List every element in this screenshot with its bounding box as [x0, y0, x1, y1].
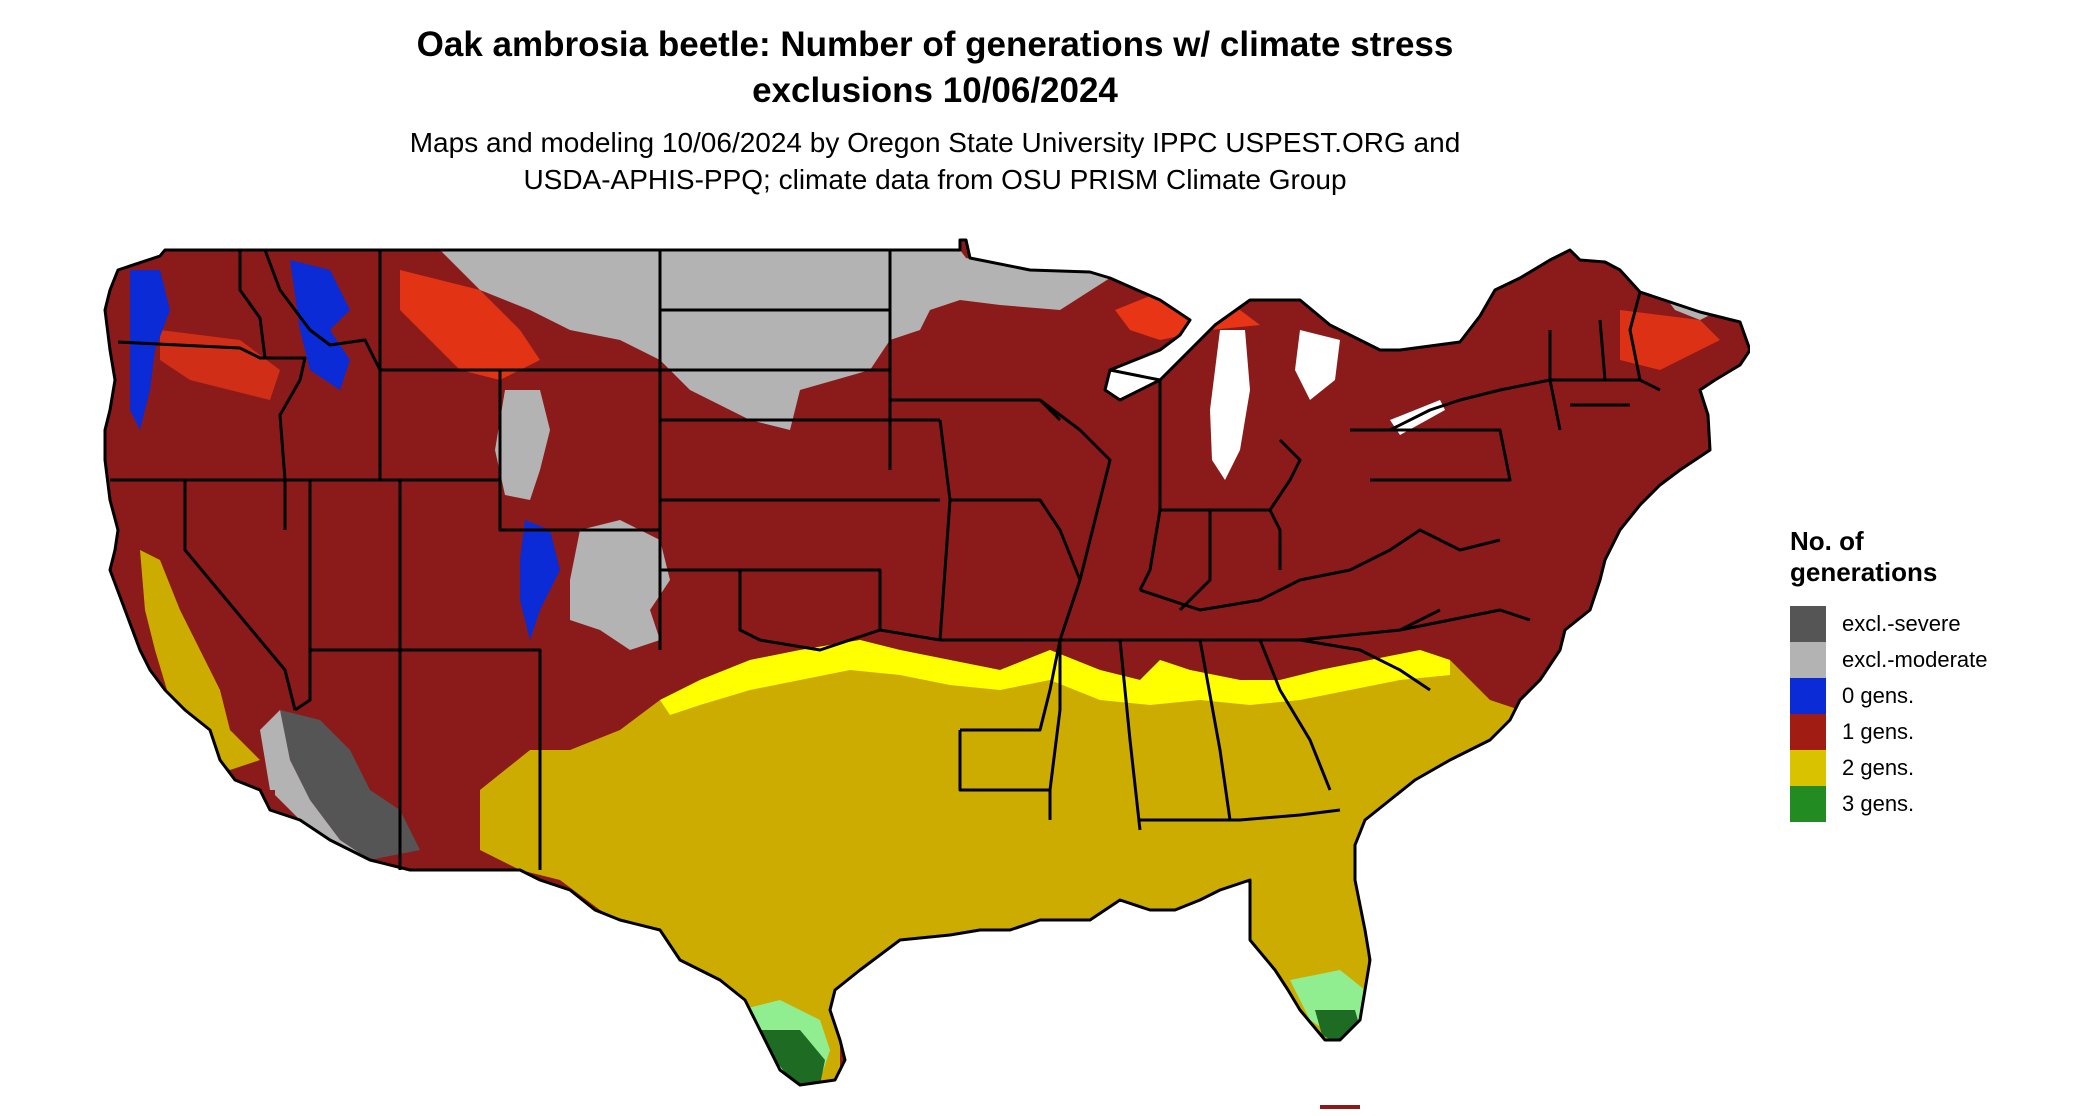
map-title-line1: Oak ambrosia beetle: Number of generatio…	[416, 25, 1454, 64]
legend: No. of generations excl.-severe excl.-mo…	[1790, 526, 2090, 822]
lake-huron-gap	[1295, 330, 1340, 400]
one-gen-bright-montana	[400, 270, 540, 380]
legend-label-0-gens: 0 gens.	[1842, 683, 1915, 708]
two-gens-bright-band	[660, 640, 1450, 715]
legend-title-line1: No. of	[1790, 526, 1864, 556]
one-gen-bright-new-england	[1620, 310, 1720, 370]
excl-moderate-wyoming	[495, 390, 550, 500]
three-gens-texas	[760, 1030, 825, 1085]
excl-moderate-north-region	[440, 250, 1110, 430]
legend-swatch-3-gens	[1790, 786, 1826, 822]
map-subtitle-line2: USDA-APHIS-PPQ; climate data from OSU PR…	[523, 164, 1347, 195]
legend-item-3-gens: 3 gens.	[1790, 786, 2090, 822]
map-title: Oak ambrosia beetle: Number of generatio…	[0, 22, 1870, 114]
legend-swatch-2-gens	[1790, 750, 1826, 786]
map-subtitle-line1: Maps and modeling 10/06/2024 by Oregon S…	[409, 127, 1461, 158]
legend-swatch-1-gens	[1790, 714, 1826, 750]
legend-item-excl-severe: excl.-severe	[1790, 606, 2090, 642]
excl-severe-arizona	[280, 710, 420, 860]
legend-label-excl-severe: excl.-severe	[1842, 611, 1961, 636]
zero-gens-rockies	[520, 520, 560, 640]
legend-title-line2: generations	[1790, 557, 1938, 587]
excl-moderate-colorado	[570, 520, 670, 650]
legend-swatch-excl-severe	[1790, 606, 1826, 642]
legend-label-2-gens: 2 gens.	[1842, 755, 1915, 780]
excl-moderate-arizona	[260, 710, 370, 860]
legend-item-excl-moderate: excl.-moderate	[1790, 642, 2090, 678]
legend-item-1-gens: 1 gens.	[1790, 714, 2090, 750]
coastal-islands	[240, 775, 1360, 1109]
legend-label-3-gens: 3 gens.	[1842, 791, 1915, 816]
state-borders	[103, 238, 1750, 1087]
zero-gens-idaho	[290, 260, 350, 390]
legend-swatch-0-gens	[1790, 678, 1826, 714]
lake-michigan	[1210, 330, 1250, 480]
legend-label-excl-moderate: excl.-moderate	[1842, 647, 1988, 672]
two-gens-california	[140, 550, 260, 770]
legend-swatch-excl-moderate	[1790, 642, 1826, 678]
map-subtitle: Maps and modeling 10/06/2024 by Oregon S…	[0, 124, 1870, 198]
map-title-line2: exclusions 10/06/2024	[752, 71, 1118, 110]
legend-item-2-gens: 2 gens.	[1790, 750, 2090, 786]
legend-item-0-gens: 0 gens.	[1790, 678, 2090, 714]
two-gens-south-region	[480, 640, 1530, 1085]
zero-gens-cascades	[130, 270, 170, 430]
us-generations-map	[103, 238, 1750, 1109]
legend-title: No. of generations	[1790, 526, 2090, 588]
one-gen-bright-oregon	[160, 330, 280, 400]
legend-items: excl.-severe excl.-moderate 0 gens. 1 ge…	[1790, 606, 2090, 822]
legend-label-1-gens: 1 gens.	[1842, 719, 1915, 744]
